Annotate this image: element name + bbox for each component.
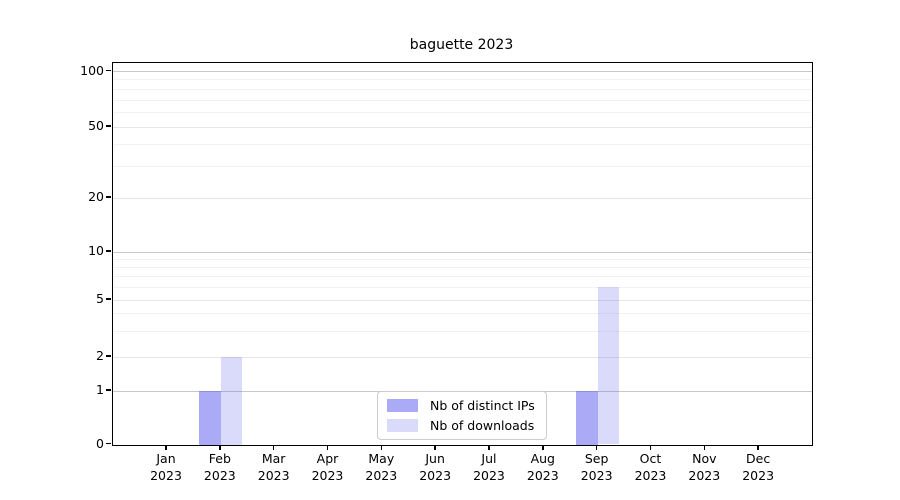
gridline-minor: [113, 99, 812, 101]
x-tick-mark: [703, 445, 705, 451]
x-tick-mark: [757, 445, 759, 451]
gridline-minor: [113, 143, 812, 145]
x-tick-mark: [595, 445, 598, 451]
y-tick-label: 0: [96, 435, 104, 451]
x-tick-mark: [434, 445, 436, 451]
gridline-minor: [113, 313, 812, 315]
gridline-minor: [113, 111, 812, 113]
gridline-minor: [113, 88, 812, 90]
y-tick-label: 50: [88, 118, 104, 133]
x-tick-mark: [272, 445, 275, 451]
x-tick-mark: [165, 445, 167, 451]
bar-feb-downloads: [220, 357, 243, 445]
x-tick-label-line: May: [368, 451, 395, 466]
x-tick-label-line: 2023: [203, 467, 236, 483]
y-tick-mark: [106, 442, 111, 445]
legend-swatch: [387, 419, 418, 432]
legend-label: Nb of downloads: [430, 418, 535, 433]
x-tick-label-line: Sep: [584, 451, 609, 466]
y-tick-label: 1: [96, 382, 104, 397]
x-tick-label-dec: Dec 2023: [730, 451, 786, 484]
gridline-mid: [113, 126, 812, 128]
y-tick-mark: [106, 69, 111, 72]
x-tick-label-line: 2023: [365, 467, 398, 483]
x-tick-label-aug: Aug 2023: [515, 451, 571, 484]
x-tick-label-line: 2023: [419, 467, 452, 483]
x-tick-label-line: 2023: [688, 467, 721, 483]
y-tick-mark: [106, 250, 111, 252]
legend: Nb of distinct IPs Nb of downloads: [377, 391, 547, 440]
y-tick-label: 2: [96, 348, 104, 363]
gridline-major: [113, 251, 812, 253]
y-tick-mark: [106, 355, 111, 357]
x-tick-mark: [219, 445, 221, 451]
y-tick-label: 20: [88, 189, 104, 204]
legend-swatch: [387, 399, 418, 412]
x-tick-label-line: 2023: [526, 467, 559, 483]
bar-sep-distinct-ips: [576, 391, 598, 445]
x-tick-mark: [326, 445, 329, 451]
plot-area: [112, 62, 813, 446]
y-tick-label: 10: [88, 243, 104, 258]
y-tick-label: 5: [96, 291, 104, 306]
x-tick-mark: [488, 445, 490, 451]
x-tick-mark: [649, 445, 652, 451]
x-tick-label-line: Jun: [425, 451, 445, 466]
bar-sep-downloads: [597, 287, 620, 445]
x-tick-label-line: Oct: [639, 451, 662, 466]
gridline-minor: [113, 79, 812, 81]
x-tick-label-line: Jul: [481, 451, 497, 466]
legend-label: Nb of distinct IPs: [430, 398, 535, 413]
x-tick-label-line: Dec: [746, 451, 771, 466]
chart-title: baguette 2023: [409, 37, 514, 53]
x-tick-label-line: 2023: [742, 467, 775, 483]
x-tick-label-nov: Nov 2023: [676, 451, 732, 484]
x-tick-label-jul: Jul 2023: [461, 451, 517, 484]
y-tick-label: 100: [80, 62, 104, 78]
x-tick-label-apr: Apr 2023: [299, 451, 355, 484]
x-tick-label-line: Apr: [316, 451, 339, 466]
legend-row: Nb of downloads: [387, 418, 537, 433]
gridline-mid: [113, 299, 812, 301]
gridline-minor: [113, 258, 812, 260]
x-tick-label-mar: Mar 2023: [246, 451, 302, 484]
y-tick-mark: [106, 389, 111, 391]
bar-feb-distinct-ips: [199, 391, 221, 445]
x-tick-mark: [380, 445, 382, 451]
legend-row: Nb of distinct IPs: [387, 398, 537, 413]
x-tick-label-line: 2023: [634, 467, 667, 483]
y-tick-mark: [106, 196, 111, 198]
x-tick-label-line: Jan: [156, 451, 176, 466]
x-tick-label-line: 2023: [257, 467, 290, 483]
gridline-major: [113, 71, 812, 72]
gridline-minor: [113, 331, 812, 333]
x-tick-label-line: Nov: [692, 451, 717, 466]
x-tick-label-jun: Jun 2023: [407, 451, 463, 484]
x-tick-label-sep: Sep 2023: [569, 451, 625, 484]
x-tick-label-line: 2023: [311, 467, 344, 483]
x-tick-label-jan: Jan 2023: [138, 451, 194, 484]
x-tick-label-line: 2023: [150, 467, 182, 483]
x-tick-label-line: Mar: [261, 451, 286, 466]
x-tick-label-line: 2023: [580, 467, 613, 483]
x-tick-label-line: 2023: [473, 467, 505, 483]
x-tick-label-feb: Feb 2023: [192, 451, 248, 484]
x-tick-label-line: Aug: [530, 451, 555, 466]
y-tick-mark: [106, 125, 111, 127]
x-tick-mark: [542, 445, 544, 451]
gridline-minor: [113, 276, 812, 278]
gridline-mid: [113, 356, 812, 358]
x-tick-label-line: Feb: [208, 451, 231, 466]
y-tick-mark: [106, 298, 111, 300]
gridline-mid: [113, 197, 812, 199]
x-tick-label-oct: Oct 2023: [622, 451, 678, 484]
gridline-minor: [113, 286, 812, 288]
gridline-minor: [113, 166, 812, 168]
gridline-minor: [113, 266, 812, 268]
x-tick-label-may: May 2023: [353, 451, 409, 484]
